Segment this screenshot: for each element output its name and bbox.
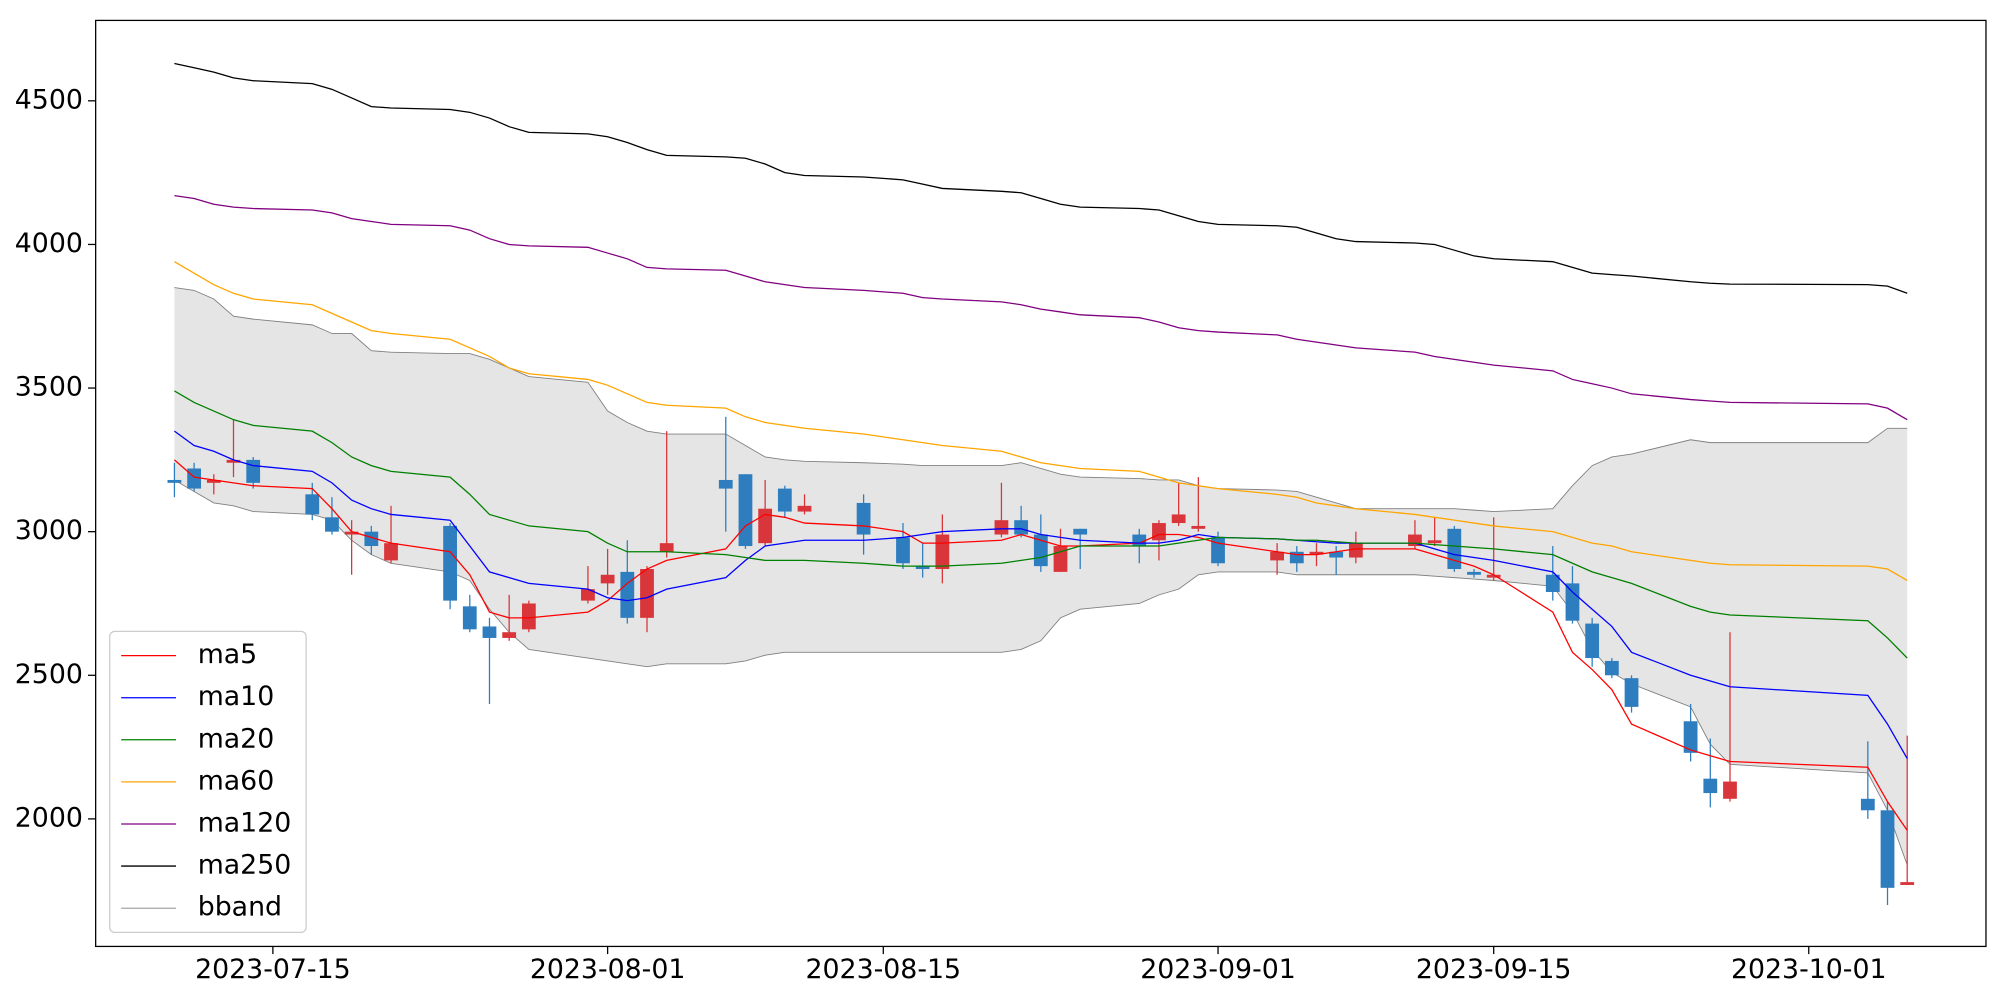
candle-body — [659, 543, 674, 552]
candle-body — [325, 517, 339, 532]
candle-body — [502, 632, 517, 638]
legend-label: ma10 — [198, 681, 275, 712]
x-tick-label: 2023-10-01 — [1731, 954, 1887, 985]
legend-label: ma250 — [198, 850, 292, 881]
legend-label: ma5 — [198, 639, 258, 670]
legend: ma5 ma10 ma20 ma60 ma120 ma250 bband — [109, 630, 307, 934]
y-tick-label: 4000 — [15, 228, 83, 259]
candle-body — [443, 525, 457, 601]
candle-body — [462, 606, 477, 630]
candle-body — [994, 520, 1009, 535]
band-fill — [174, 287, 1908, 865]
x-tick-label: 2023-09-15 — [1416, 954, 1572, 985]
candle-body — [1289, 551, 1304, 564]
x-tick-label: 2023-09-01 — [1140, 954, 1296, 985]
candle-body — [187, 468, 202, 489]
candle-body — [758, 508, 773, 544]
candle-body — [206, 479, 221, 483]
candle-body — [1467, 571, 1481, 575]
candle-body — [1014, 520, 1029, 535]
axes: 2000 2500 3000 3500 4000 4500 2023-07-15 2023-0… — [15, 84, 1887, 985]
candle-body — [738, 474, 753, 547]
candle-body — [856, 502, 871, 535]
candle-body — [896, 537, 910, 564]
band-line — [174, 287, 1908, 513]
legend-box — [109, 630, 307, 934]
candle-body — [1604, 660, 1619, 676]
ma-line — [174, 261, 1908, 582]
y-tick-label: 2000 — [15, 802, 83, 833]
candle-body — [1860, 798, 1875, 811]
candle-body — [1348, 543, 1363, 558]
legend-label: ma60 — [198, 765, 275, 796]
ma-line — [174, 390, 1908, 659]
candle-body — [521, 603, 536, 630]
candle-body — [777, 488, 792, 512]
candle-body — [640, 569, 654, 618]
y-tick-label: 3000 — [15, 515, 83, 546]
candle-body — [1171, 514, 1186, 524]
candle-body — [167, 479, 182, 483]
legend-label: ma120 — [198, 807, 292, 838]
legend-label: ma20 — [198, 723, 275, 754]
candle-body — [600, 574, 615, 584]
candle-body — [1447, 528, 1462, 570]
candle-body — [305, 494, 320, 515]
candle-body — [1309, 551, 1324, 555]
candle-body — [384, 543, 398, 561]
candle-body — [935, 534, 950, 570]
candle-body — [1427, 540, 1442, 544]
y-tick-label: 3500 — [15, 372, 83, 403]
y-tick-label: 2500 — [15, 659, 83, 690]
candle-body — [620, 571, 635, 618]
candle-body — [718, 479, 733, 489]
candle-body — [1723, 781, 1737, 799]
x-tick-label: 2023-08-01 — [530, 954, 686, 985]
candle-body — [1329, 551, 1344, 558]
y-tick-label: 4500 — [15, 84, 83, 115]
candle-body — [364, 531, 379, 547]
candle-body — [1408, 534, 1422, 547]
candle-body — [797, 505, 812, 512]
ma-line — [174, 459, 1908, 831]
candle-body — [1565, 583, 1580, 621]
candle-body — [1900, 882, 1915, 885]
candle-body — [1152, 523, 1166, 541]
candle-body — [1585, 623, 1600, 659]
x-tick-label: 2023-07-15 — [195, 954, 351, 985]
candle-body — [1703, 778, 1718, 794]
candle-body — [1545, 574, 1560, 592]
candle-body — [581, 589, 595, 601]
candle-body — [482, 626, 497, 638]
candle-body — [246, 459, 261, 483]
candle-body — [1132, 534, 1147, 547]
candle-body — [915, 566, 930, 570]
candle-body — [1624, 678, 1639, 707]
plot-area — [167, 62, 1915, 906]
candle-body — [344, 531, 359, 535]
candle-body — [1683, 721, 1698, 753]
axes-frame — [95, 19, 1987, 948]
candle-body — [1880, 810, 1895, 888]
candle-body — [1270, 551, 1284, 561]
candle-body — [1073, 528, 1088, 535]
candle-body — [1486, 574, 1501, 578]
ma-line — [174, 62, 1908, 294]
candle-body — [1191, 525, 1206, 529]
legend-label: bband — [198, 892, 282, 923]
ma-line — [174, 430, 1908, 759]
x-tick-label: 2023-08-15 — [806, 954, 962, 985]
ma-line — [174, 194, 1908, 421]
candle-body — [226, 459, 241, 463]
